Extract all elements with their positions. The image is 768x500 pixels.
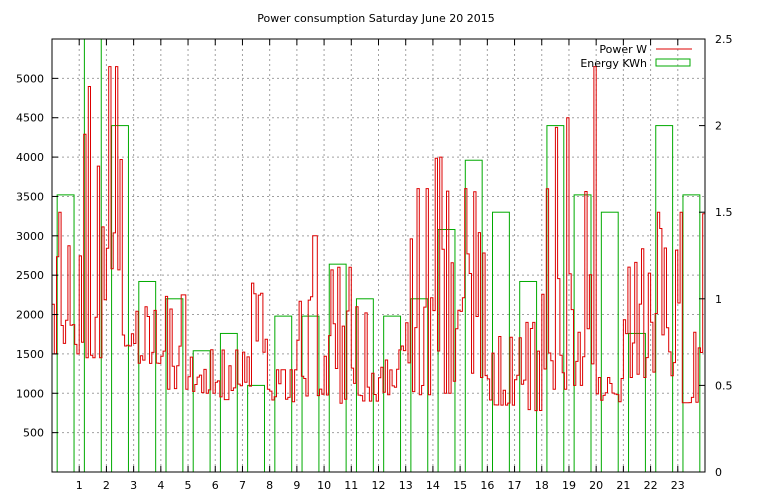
x-axis: 1 2 3 4 5 6 7 8 9 10 11 12 13 14 15 16 17 18 19 20 21 22 23 bbox=[76, 39, 685, 492]
energy-bar bbox=[383, 315, 402, 473]
y2-tick-label: 1 bbox=[715, 293, 722, 306]
legend: Power W Energy KWh bbox=[580, 43, 692, 70]
y-tick-label: 5000 bbox=[16, 72, 44, 85]
legend-label-power: Power W bbox=[599, 43, 647, 56]
x-tick-label: 14 bbox=[426, 479, 440, 492]
x-tick-label: 6 bbox=[212, 479, 219, 492]
x-tick-label: 5 bbox=[185, 479, 192, 492]
energy-bar bbox=[192, 350, 211, 473]
power-line bbox=[52, 66, 705, 412]
y-tick-label: 3500 bbox=[16, 190, 44, 203]
x-tick-label: 12 bbox=[372, 479, 386, 492]
right-axis: 0 0.5 1 1.5 2 2.5 bbox=[699, 33, 733, 479]
y2-tick-label: 0 bbox=[715, 466, 722, 479]
y-tick-label: 4000 bbox=[16, 151, 44, 164]
energy-bar bbox=[247, 384, 265, 473]
x-tick-label: 22 bbox=[644, 479, 658, 492]
chart-title: Power consumption Saturday June 20 2015 bbox=[257, 12, 494, 25]
x-tick-label: 19 bbox=[562, 479, 576, 492]
x-tick-label: 21 bbox=[616, 479, 630, 492]
energy-bar bbox=[274, 315, 293, 473]
x-tick-label: 9 bbox=[293, 479, 300, 492]
x-tick-label: 7 bbox=[239, 479, 246, 492]
energy-bar bbox=[301, 315, 320, 473]
x-tick-label: 1 bbox=[76, 479, 83, 492]
y2-tick-label: 1.5 bbox=[715, 206, 733, 219]
energy-bar bbox=[573, 194, 592, 473]
legend-swatch-energy bbox=[655, 58, 691, 67]
x-tick-label: 20 bbox=[589, 479, 603, 492]
energy-bar bbox=[682, 194, 701, 473]
x-tick-label: 17 bbox=[508, 479, 522, 492]
y-tick-label: 2500 bbox=[16, 269, 44, 282]
y-tick-label: 500 bbox=[23, 427, 44, 440]
x-tick-label: 18 bbox=[535, 479, 549, 492]
x-tick-label: 3 bbox=[130, 479, 137, 492]
x-tick-label: 15 bbox=[453, 479, 467, 492]
y-tick-label: 4500 bbox=[16, 112, 44, 125]
legend-label-energy: Energy KWh bbox=[580, 57, 647, 70]
x-tick-label: 11 bbox=[344, 479, 358, 492]
y-tick-label: 1000 bbox=[16, 387, 44, 400]
y2-tick-label: 2 bbox=[715, 120, 722, 133]
y-tick-label: 1500 bbox=[16, 348, 44, 361]
x-tick-label: 8 bbox=[266, 479, 273, 492]
x-tick-label: 2 bbox=[103, 479, 110, 492]
left-axis: 500 1000 1500 2000 2500 3000 3500 4000 4500 5000 bbox=[16, 72, 58, 440]
energy-bar bbox=[83, 38, 102, 473]
power-series bbox=[52, 66, 705, 412]
x-tick-label: 4 bbox=[157, 479, 164, 492]
y-tick-label: 2000 bbox=[16, 309, 44, 322]
y2-tick-label: 0.5 bbox=[715, 379, 733, 392]
y2-tick-label: 2.5 bbox=[715, 33, 733, 46]
x-tick-label: 13 bbox=[399, 479, 413, 492]
x-tick-label: 10 bbox=[317, 479, 331, 492]
y-tick-label: 3000 bbox=[16, 230, 44, 243]
x-tick-label: 16 bbox=[480, 479, 494, 492]
x-tick-label: 23 bbox=[671, 479, 685, 492]
grid-lines bbox=[52, 39, 705, 472]
